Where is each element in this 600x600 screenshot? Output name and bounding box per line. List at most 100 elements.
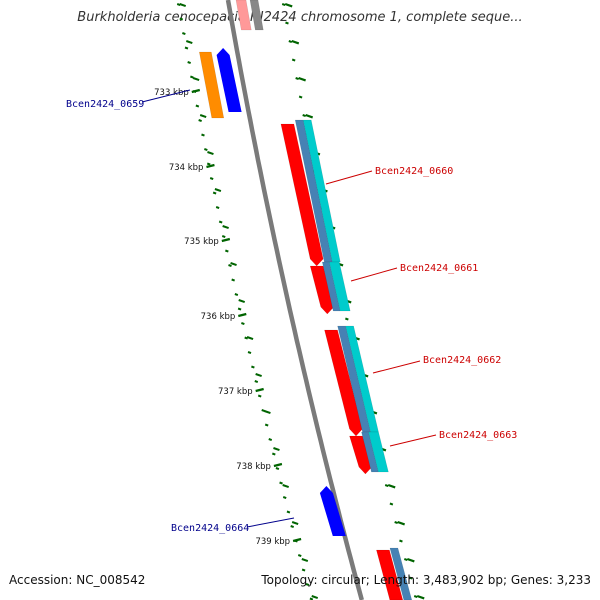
ruler-dot <box>244 336 249 340</box>
gene-block-top[interactable] <box>235 0 252 31</box>
gene-label-leader <box>246 517 295 528</box>
ruler-dot <box>268 438 273 441</box>
ruler-tick-label: 734 kbp <box>169 163 204 173</box>
ruler-dot <box>212 191 217 195</box>
ruler-dot <box>261 409 266 412</box>
track-dot <box>399 539 403 543</box>
ruler-dot <box>198 119 202 122</box>
ruler-dot <box>206 162 211 166</box>
track-tick <box>305 113 314 119</box>
gene-label-leader <box>141 89 191 103</box>
feature-layer <box>198 0 413 600</box>
gene-block-top-grey[interactable] <box>249 0 264 31</box>
ruler-tick <box>273 462 283 468</box>
ruler-dot <box>297 554 302 557</box>
ruler-tick <box>238 312 247 318</box>
gene-label[interactable]: Bcen2424_0664 <box>171 523 249 534</box>
gene-0663-arrow[interactable] <box>349 435 373 475</box>
ruler-dot <box>237 307 242 311</box>
track-tick <box>273 447 280 452</box>
gene-0663-cds-teal[interactable] <box>368 431 389 473</box>
gene-0661-cds-teal[interactable] <box>328 261 351 312</box>
ruler-tick <box>191 88 201 94</box>
ruler-dot <box>241 322 245 325</box>
track-tick <box>207 151 214 156</box>
ruler-dot <box>218 220 223 224</box>
ruler-dot <box>257 394 262 398</box>
gene-0659-arrow[interactable] <box>216 48 242 112</box>
gene-label[interactable]: Bcen2424_0659 <box>66 99 144 110</box>
gene-0664-arrow[interactable] <box>319 486 346 536</box>
track-dot <box>413 595 418 598</box>
ruler-dot <box>275 467 280 470</box>
gene-labels: Bcen2424_0659 Bcen2424_0660 Bcen2424_0661 B… <box>66 89 517 534</box>
ruler-tick-label: 738 kbp <box>236 462 271 472</box>
gene-label[interactable]: Bcen2424_0663 <box>439 430 517 441</box>
ruler-tick <box>292 537 302 543</box>
gene-label[interactable]: Bcen2424_0662 <box>423 355 501 366</box>
gene-0659-neighbor[interactable] <box>198 51 225 119</box>
ruler-dot <box>182 32 186 35</box>
ruler-dot <box>282 496 287 499</box>
gene-label[interactable]: Bcen2424_0661 <box>400 263 478 274</box>
ruler-dot <box>209 177 214 180</box>
feature-track-outer <box>281 2 425 600</box>
track-tick <box>291 39 300 45</box>
ruler-dot <box>225 249 229 253</box>
track-tick <box>238 299 246 304</box>
map-title: Burkholderia cenocepacia HI2424 chromoso… <box>77 10 523 25</box>
ruler-tick <box>221 237 231 243</box>
ruler-dot <box>301 568 306 572</box>
ruler-tick-label: 739 kbp <box>255 537 290 547</box>
accession-text: Accession: NC_008542 <box>9 573 146 587</box>
track-dot <box>302 114 307 117</box>
ruler-dot <box>228 264 232 267</box>
gene-label-leader <box>325 170 373 185</box>
track-dot <box>298 95 303 99</box>
track-tick <box>255 373 262 378</box>
track-dot <box>288 40 293 43</box>
track-dot <box>408 576 413 580</box>
backbone-line <box>225 0 364 600</box>
chromosome-backbone <box>225 0 364 600</box>
ruler-dot <box>254 380 259 383</box>
ruler-dot <box>204 148 208 151</box>
ruler-dot <box>290 525 295 528</box>
track-dot <box>345 317 349 321</box>
gene-label[interactable]: Bcen2424_0660 <box>375 166 453 177</box>
ruler-dot <box>271 452 276 456</box>
track-tick <box>282 484 290 489</box>
gene-0661-arrow[interactable] <box>309 265 335 315</box>
gene-0660-arrow[interactable] <box>280 123 324 267</box>
track-tick <box>291 521 299 526</box>
gene-block-bottom[interactable] <box>376 549 404 600</box>
feature-track-inner <box>179 3 319 600</box>
track-dot <box>403 558 408 561</box>
track-tick <box>199 114 207 119</box>
track-tick <box>284 2 293 8</box>
track-tick <box>185 40 193 45</box>
track-tick <box>311 595 319 600</box>
ruler-dot <box>305 583 310 586</box>
ruler-tick-label: 736 kbp <box>201 312 236 322</box>
ruler-dot <box>215 206 220 209</box>
ruler-dot <box>231 278 235 282</box>
gene-block-bottom-steel[interactable] <box>389 547 413 600</box>
gene-0660-cds-teal[interactable] <box>302 119 341 263</box>
ruler-dot <box>179 17 184 21</box>
gene-0662-arrow[interactable] <box>324 329 363 437</box>
ruler-tick-label: 737 kbp <box>218 387 253 397</box>
track-dot <box>281 3 286 6</box>
ruler-dot <box>251 365 255 369</box>
ruler-dot <box>190 75 194 79</box>
ruler-tick-label: 735 kbp <box>184 237 219 247</box>
track-tick <box>264 410 271 415</box>
ruler-dot <box>247 351 252 354</box>
track-tick <box>246 336 254 341</box>
track-dot <box>285 21 289 25</box>
gene-label-leader <box>389 434 437 447</box>
track-tick <box>301 558 309 563</box>
track-dot <box>394 521 398 524</box>
track-tick <box>406 557 415 563</box>
